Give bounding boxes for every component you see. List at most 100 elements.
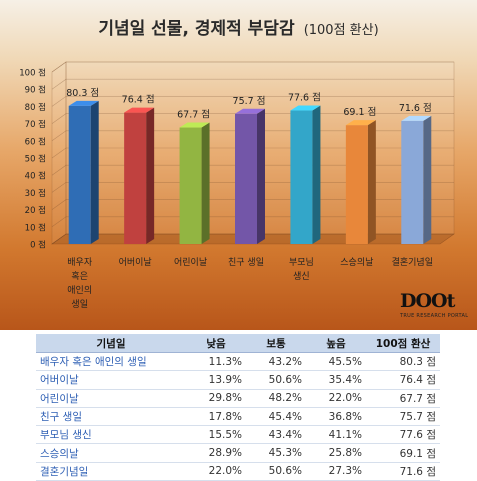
cell-high: 27.3% [306, 462, 366, 481]
cell-medium: 43.4% [246, 425, 306, 445]
y-tick-label: 70 점 [25, 119, 46, 130]
cell-medium: 48.2% [246, 389, 306, 408]
data-label: 69.1 점 [343, 106, 376, 118]
header-low: 낮음 [186, 334, 246, 353]
bar [401, 120, 424, 244]
y-tick-label: 40 점 [25, 171, 46, 182]
logo-tagline: TRUE RESEARCH PORTAL [400, 313, 469, 319]
cell-low: 28.9% [186, 443, 246, 463]
bar-side [201, 122, 210, 244]
table-header-row: 기념일 낮음 보통 높음 100점 환산 [36, 334, 440, 353]
cell-medium: 50.6% [246, 370, 306, 390]
cell-high: 36.8% [306, 407, 366, 427]
bar-side [90, 100, 99, 244]
bar-chart: 0 점 10 점 20 점 30 점 40 점 50 점 60 점 70 점 80 점 90 점 1… [19, 61, 455, 310]
y-tick-label: 60 점 [25, 136, 46, 147]
cell-high: 22.0% [306, 389, 366, 408]
table-row: 스승의날 28.9% 45.3% 25.8% 69.1 점 [36, 443, 440, 463]
bar-top [68, 100, 99, 106]
bar [124, 112, 147, 244]
cell-high: 25.8% [306, 443, 366, 463]
bar-top [290, 105, 321, 111]
bar-side [312, 105, 321, 244]
x-tick-label: 배우자 혹은 애인의 생일 [67, 257, 93, 310]
gridline [51, 96, 454, 107]
cell-score: 77.6 점 [366, 425, 440, 445]
gridline [51, 130, 454, 142]
table-row: 어린이날 29.8% 48.2% 22.0% 67.7 점 [36, 389, 440, 408]
data-table: 기념일 낮음 보통 높음 100점 환산 배우자 혹은 애인의 생일 11.3%… [36, 334, 440, 481]
chart-title-wrap: 기념일 선물, 경제적 부담감 (100점 환산) [0, 14, 477, 39]
chart-panel: 0 점 10 점 20 점 30 점 40 점 50 점 60 점 70 점 80 점 90 점 1… [0, 0, 477, 330]
cell-occasion: 배우자 혹은 애인의 생일 [36, 352, 186, 372]
table-row: 어버이날 13.9% 50.6% 35.4% 76.4 점 [36, 370, 440, 390]
x-tick-label: 결혼기념일 [392, 256, 433, 268]
table-row: 부모님 생신 15.5% 43.4% 41.1% 77.6 점 [36, 425, 440, 445]
header-medium: 보통 [246, 334, 306, 353]
data-label: 75.7 점 [233, 95, 266, 107]
table-row: 배우자 혹은 애인의 생일 11.3% 43.2% 45.5% 80.3 점 [36, 352, 440, 372]
bar-top [401, 115, 432, 121]
cell-occasion: 어버이날 [36, 370, 186, 390]
bar [290, 110, 313, 244]
cell-low: 13.9% [186, 370, 246, 390]
cell-occasion: 결혼기념일 [36, 462, 186, 481]
x-tick-label: 스승의날 [340, 257, 373, 268]
gridline [51, 61, 454, 73]
y-tick-label: 50 점 [25, 154, 46, 165]
bar-top [124, 107, 155, 113]
header-occasion: 기념일 [36, 334, 186, 353]
cell-score: 80.3 점 [366, 352, 440, 372]
bar-top [345, 120, 376, 126]
bar [68, 105, 91, 244]
plot-side-wall [51, 61, 67, 245]
gridline [51, 164, 454, 176]
x-tick-label: 부모님 생신 [289, 257, 314, 282]
gridline [51, 216, 454, 228]
y-tick-label: 30 점 [25, 188, 46, 199]
data-label: 76.4 점 [122, 94, 155, 106]
bar-side [367, 120, 376, 244]
cell-low: 15.5% [186, 425, 246, 445]
cell-occasion: 친구 생일 [36, 407, 186, 427]
cell-score: 67.7 점 [366, 389, 440, 408]
gridline [51, 147, 454, 159]
cell-medium: 50.6% [246, 462, 306, 481]
cell-low: 29.8% [186, 389, 246, 408]
data-label: 77.6 점 [288, 92, 321, 104]
y-tick-label: 0 점 [30, 240, 46, 251]
bar [179, 127, 202, 244]
gridline [51, 78, 454, 90]
gridline [51, 233, 454, 245]
cell-high: 41.1% [306, 425, 366, 445]
cell-occasion: 어린이날 [36, 389, 186, 408]
header-score: 100점 환산 [366, 334, 440, 353]
data-label: 80.3 점 [66, 87, 99, 99]
brand-logo: DOOt TRUE RESEARCH PORTAL [400, 290, 472, 326]
y-tick-label: 80 점 [25, 102, 46, 113]
cell-score: 71.6 점 [366, 462, 440, 481]
data-label: 67.7 점 [177, 109, 210, 121]
y-tick-label: 10 점 [25, 222, 46, 233]
cell-medium: 45.3% [246, 443, 306, 463]
logo-mark: DOOt [400, 290, 455, 312]
cell-low: 11.3% [186, 352, 246, 372]
table-row: 친구 생일 17.8% 45.4% 36.8% 75.7 점 [36, 407, 440, 427]
cell-occasion: 부모님 생신 [36, 425, 186, 445]
header-high: 높음 [306, 334, 366, 353]
bar [235, 113, 257, 245]
x-tick-label: 친구 생일 [228, 257, 264, 268]
cell-medium: 43.2% [246, 352, 306, 372]
cell-occasion: 스승의날 [36, 443, 186, 463]
cell-score: 69.1 점 [366, 443, 440, 463]
bar-top [179, 122, 210, 128]
cell-score: 75.7 점 [366, 407, 440, 427]
data-table-wrap: 기념일 낮음 보통 높음 100점 환산 배우자 혹은 애인의 생일 11.3%… [36, 334, 440, 481]
x-tick-label: 어린이날 [174, 257, 207, 268]
chart-title: 기념일 선물, 경제적 부담감 [98, 19, 295, 39]
cell-low: 22.0% [186, 462, 246, 481]
bar-top [235, 108, 265, 114]
cell-score: 76.4 점 [366, 370, 440, 390]
y-tick-label: 100 점 [19, 68, 46, 79]
y-tick-label: 20 점 [25, 205, 46, 216]
